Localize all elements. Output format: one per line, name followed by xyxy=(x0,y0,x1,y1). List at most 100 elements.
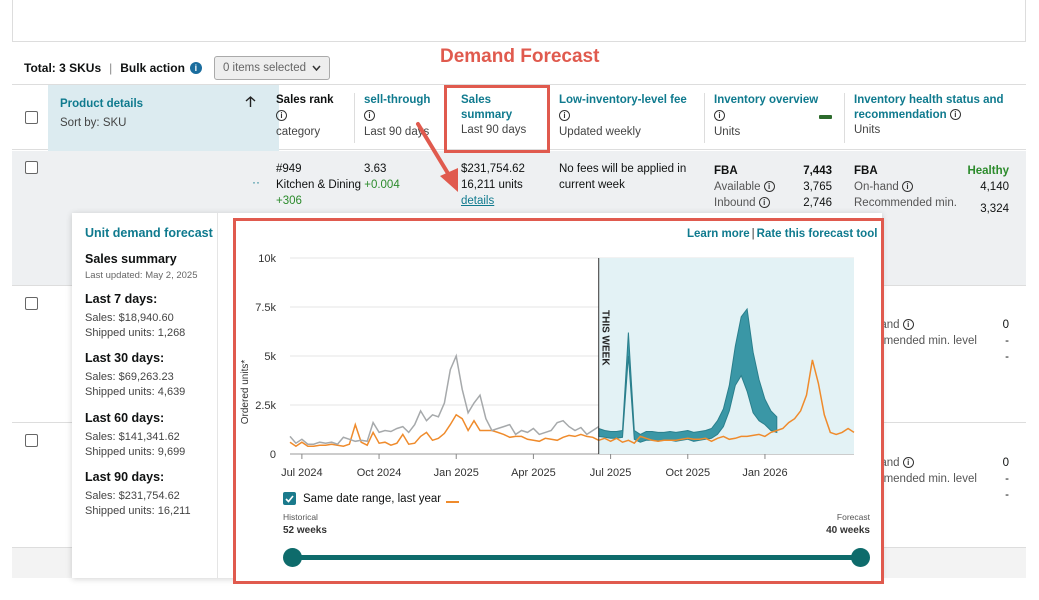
period-label: Last 60 days: xyxy=(85,411,165,425)
rank-category: Kitchen & Dining xyxy=(276,179,362,191)
y-tick-label: 5k xyxy=(264,351,276,363)
extra-dash: - xyxy=(1005,489,1009,501)
sales-rank-header[interactable]: Sales rank i category xyxy=(276,93,334,140)
rate-tool-link[interactable]: Rate this forecast tool xyxy=(756,228,878,240)
sales-value: $231,754.62 xyxy=(461,163,525,175)
units-value: 16,211 units xyxy=(461,179,523,191)
x-tick-label: Jan 2026 xyxy=(742,467,787,479)
sales-summary-sub: Last 90 days xyxy=(461,124,527,136)
low-inventory-fee-header[interactable]: Low-inventory-level fee i Updated weekly xyxy=(559,93,687,140)
sell-through-value: 3.63 xyxy=(364,163,387,175)
period-30-days: Last 30 days: Sales: $69,263.23 Shipped … xyxy=(85,351,215,400)
y-axis-label: Ordered units* xyxy=(240,360,251,425)
period-sales: Sales: $231,754.62 xyxy=(85,490,180,502)
info-icon[interactable]: i xyxy=(758,197,770,209)
range-slider-end-handle[interactable] xyxy=(851,548,870,567)
sell-through-header[interactable]: sell-through i Last 90 days xyxy=(364,93,430,140)
forecast-value: 40 weeks xyxy=(826,525,870,536)
period-sales: Sales: $141,341.62 xyxy=(85,431,180,443)
period-sales: Sales: $18,940.60 xyxy=(85,312,174,324)
period-sales: Sales: $69,263.23 xyxy=(85,371,174,383)
row-checkbox[interactable] xyxy=(25,297,38,310)
toolbar-separator: | xyxy=(109,61,113,75)
fba-label: FBA xyxy=(714,165,738,177)
chart-links: Learn more | Rate this forecast tool xyxy=(687,228,877,240)
product-details-header[interactable]: Product details Sort by: SKU xyxy=(60,97,143,131)
period-units: Shipped units: 9,699 xyxy=(85,446,186,458)
sell-through-title: sell-through xyxy=(364,94,431,106)
more-icon[interactable]: ·· xyxy=(252,175,260,189)
forecast-region xyxy=(598,258,854,454)
period-7-days: Last 7 days: Sales: $18,940.60 Shipped u… xyxy=(85,292,215,341)
onhand-value: 0 xyxy=(1002,319,1009,331)
info-icon[interactable]: i xyxy=(189,62,202,74)
details-link[interactable]: details xyxy=(461,195,495,207)
historical-line xyxy=(289,353,600,446)
range-slider-track[interactable] xyxy=(292,555,862,560)
fba-value: 7,443 xyxy=(803,165,832,177)
available-label: Available xyxy=(714,181,761,193)
row-checkbox[interactable] xyxy=(25,161,38,174)
period-label: Last 7 days: xyxy=(85,292,158,306)
y-tick-label: 0 xyxy=(270,449,276,461)
info-icon[interactable]: i xyxy=(902,457,914,469)
select-all-checkbox[interactable] xyxy=(25,111,38,124)
row-checkbox[interactable] xyxy=(25,434,38,447)
sort-arrow-up-icon[interactable] xyxy=(245,96,256,108)
onhand-value: 4,140 xyxy=(980,181,1009,193)
inventory-overview-header[interactable]: Inventory overview i Units xyxy=(714,93,818,140)
y-axis-ticks: 0 2.5k 5k 7.5k 10k xyxy=(255,253,276,461)
period-60-days: Last 60 days: Sales: $141,341.62 Shipped… xyxy=(85,411,215,460)
info-icon[interactable]: i xyxy=(276,110,287,122)
sales-summary-header[interactable]: Sales summary Last 90 days xyxy=(461,93,526,138)
info-icon[interactable]: i xyxy=(949,109,961,121)
health-status: Healthy xyxy=(967,165,1009,177)
last-year-swatch xyxy=(446,500,460,503)
y-tick-label: 2.5k xyxy=(255,400,276,412)
checkmark-icon xyxy=(285,494,294,503)
x-tick-label: Apr 2025 xyxy=(511,467,556,479)
info-icon[interactable]: i xyxy=(559,110,570,122)
info-icon[interactable]: i xyxy=(763,181,775,193)
inventory-overview-cell: FBA 7,443 Available i 3,765 Inbound i 2,746 xyxy=(714,163,832,211)
table-header: Product details Sort by: SKU Sales rank … xyxy=(12,84,1026,151)
info-icon[interactable]: i xyxy=(364,110,375,122)
same-range-checkbox[interactable] xyxy=(283,492,296,505)
product-details-header-bg xyxy=(48,85,279,151)
legend-row: Same date range, last year xyxy=(283,492,460,505)
x-tick-label: Oct 2025 xyxy=(665,467,710,479)
sales-summary-cell: $231,754.62 16,211 units details xyxy=(461,161,525,209)
inventory-health-title-2: recommendation xyxy=(854,109,947,121)
extra-dash: - xyxy=(1005,351,1009,363)
total-skus: Total: 3 SKUs xyxy=(24,61,102,75)
sales-summary-highlight xyxy=(444,85,550,153)
historical-label: Historical xyxy=(283,512,318,522)
last-year-line xyxy=(289,359,855,448)
product-details-title: Product details xyxy=(60,98,144,110)
historical-value: 52 weeks xyxy=(283,525,327,536)
x-tick-label: Jan 2025 xyxy=(434,467,479,479)
info-icon[interactable]: i xyxy=(902,319,914,331)
bulk-action-dropdown[interactable]: 0 items selected xyxy=(213,56,330,80)
y-tick-label: 10k xyxy=(258,253,276,265)
sales-summary-title-1: Sales xyxy=(461,94,492,106)
info-icon[interactable]: i xyxy=(714,110,725,122)
popup-title: Unit demand forecast xyxy=(85,226,213,240)
rec-min-label: mmended min. level xyxy=(874,335,977,347)
inventory-health-header[interactable]: Inventory health status and recommendati… xyxy=(854,93,1004,138)
low-inventory-fee-cell: No fees will be applied in current week xyxy=(559,161,686,193)
rank-value: #949 xyxy=(276,163,302,175)
chevron-down-icon xyxy=(312,65,321,71)
low-inventory-sub: Updated weekly xyxy=(559,126,641,138)
demand-forecast-chart: 0 2.5k 5k 7.5k 10k Jul 2024 Oct 2024 Jan 2025 A… xyxy=(240,253,855,479)
column-divider xyxy=(844,93,845,143)
range-slider-start-handle[interactable] xyxy=(283,548,302,567)
period-label: Last 90 days: xyxy=(85,470,165,484)
info-icon[interactable]: i xyxy=(901,181,913,193)
x-tick-label: Jul 2024 xyxy=(281,467,323,479)
top-panel-edge xyxy=(12,0,1026,42)
bulk-action-label: Bulk action xyxy=(120,61,185,75)
learn-more-link[interactable]: Learn more xyxy=(687,228,750,240)
